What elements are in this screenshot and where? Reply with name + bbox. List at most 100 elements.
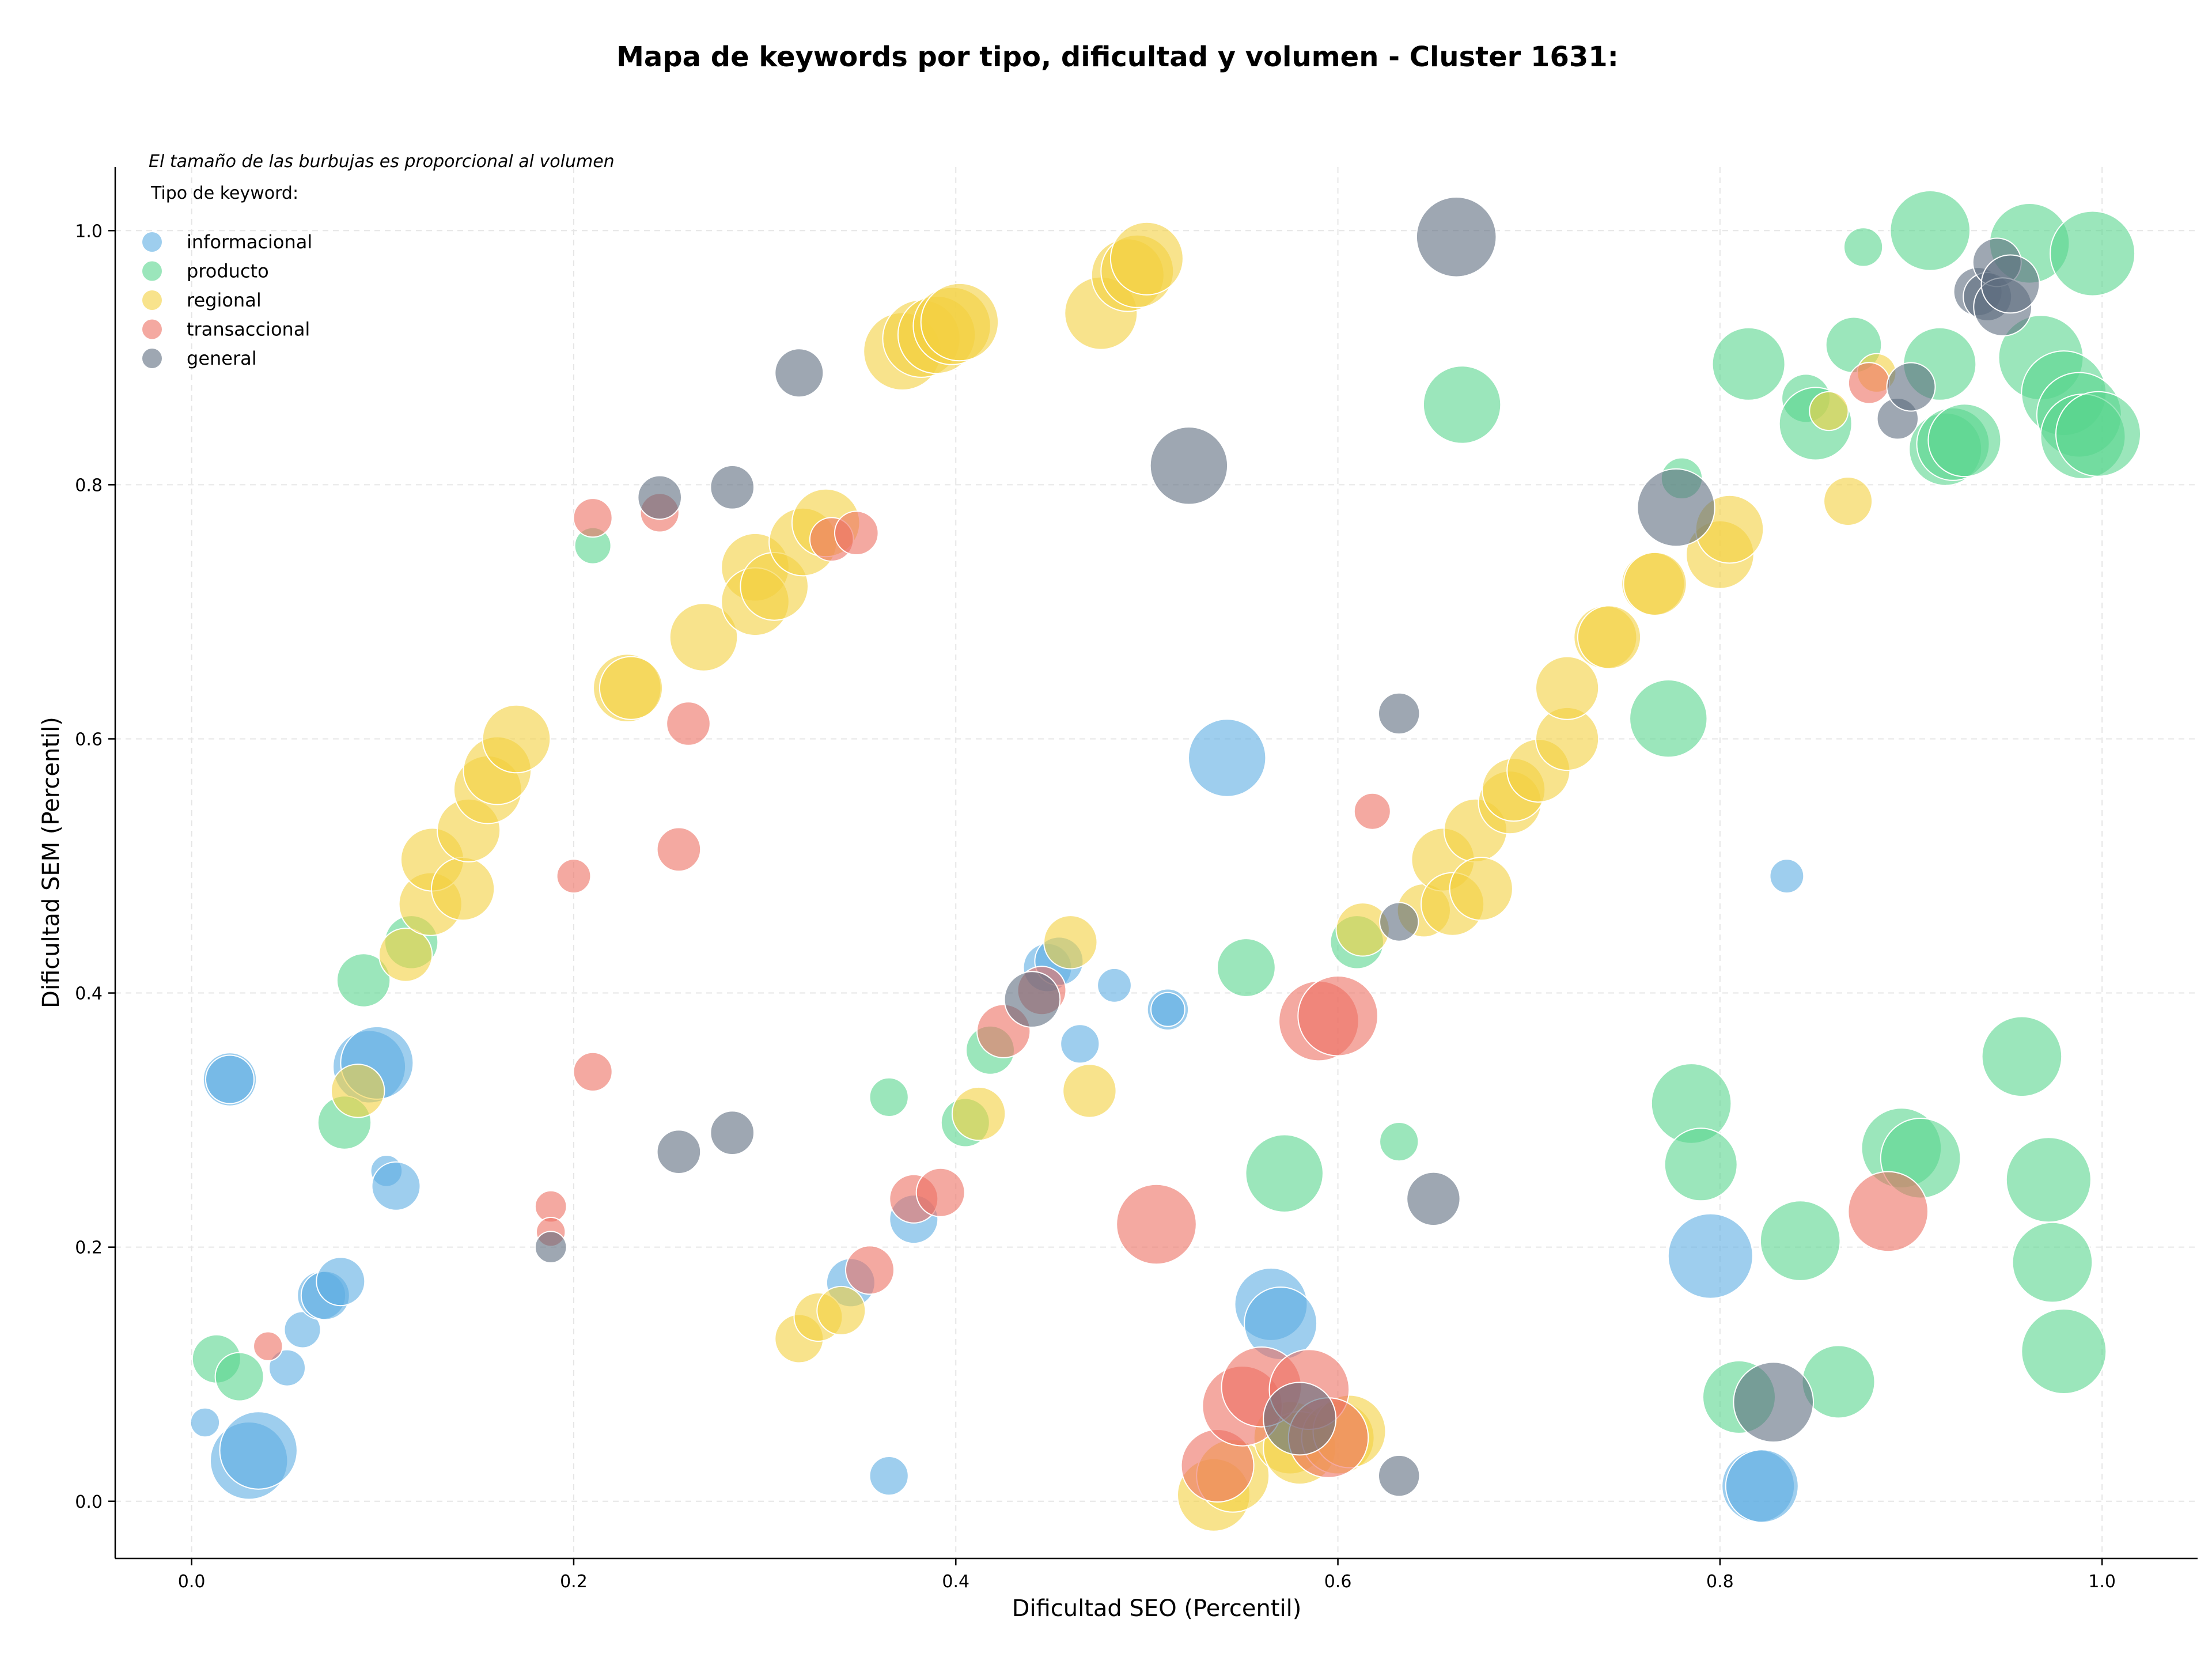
bubble-regional [1823,476,1873,526]
bubble-general [1406,1171,1461,1227]
bubble-transaccional [1297,975,1378,1057]
bubble-general [534,1231,567,1263]
bubble-general [1149,426,1229,505]
bubble-general [710,1110,755,1155]
x-axis-label: Dificultad SEO (Percentil) [1012,1595,1302,1622]
bubble-informacional [283,1311,321,1349]
bubble-transaccional [573,498,613,538]
bubble-transaccional [556,858,592,894]
ticks: 0.0 0.2 0.4 0.6 0.8 1.0 0.0 0.2 0.4 0.6 0.8 1.0 [75,221,2116,1592]
bubble-informacional [219,1411,298,1490]
bubble-informacional [190,1407,221,1438]
bubble-informacional [1097,967,1132,1003]
bubble-producto [2005,1137,2092,1223]
bubble-transaccional [834,510,879,556]
bubble-regional [1623,551,1687,616]
legend-label: regional [187,289,262,311]
chart-title: Mapa de keywords por tipo, dificultad y … [616,41,1619,73]
legend-marker [142,319,162,339]
x-tick-label: 0.6 [1324,1572,1352,1592]
bubble-regional [331,1064,385,1118]
bubble-general [1003,971,1061,1028]
bubble-regional [378,928,433,982]
bubble-regional [1449,857,1513,921]
bubble-transaccional [666,701,711,746]
bubble-producto [1629,679,1708,758]
bubble-informacional [869,1456,909,1496]
bubble-regional [1535,656,1600,720]
bubble-general [1378,1454,1421,1497]
bubble-size-note: El tamaño de las burbujas es proporciona… [149,152,615,172]
series-general [534,196,2040,1497]
bubble-regional [599,656,664,720]
bubble-regional [1109,221,1184,296]
bubble-general [710,465,755,510]
bubble-informacional [1150,992,1185,1027]
legend-marker [142,349,162,368]
x-tick-label: 1.0 [2088,1572,2116,1592]
series-informacional [190,718,1805,1523]
bubble-informacional [268,1349,306,1387]
bubble-regional [1809,391,1849,432]
y-tick-label: 0.2 [75,1238,103,1258]
bubble-general [1886,362,1936,412]
bubble-regional [1577,605,1642,669]
bubble-producto [214,1352,264,1402]
bubble-transaccional [915,1167,965,1217]
bubble-informacional [1725,1449,1799,1523]
x-tick-label: 0.8 [1706,1572,1734,1592]
bubbles [190,190,2141,1532]
bubble-regional [431,857,495,921]
legend-marker [142,261,162,281]
legend-item-general: general [142,347,257,369]
legend-item-informacional: informacional [142,231,312,253]
y-tick-label: 0.0 [75,1492,103,1512]
bubble-transaccional [1116,1183,1197,1265]
bubble-producto [1217,938,1276,997]
bubble-general [774,348,824,398]
bubble-informacional [1769,858,1805,894]
y-tick-label: 0.4 [75,984,103,1004]
bubble-producto [2021,1308,2107,1394]
axes [114,167,2198,1560]
x-tick-label: 0.4 [942,1572,969,1592]
legend-marker [142,232,162,252]
bubble-informacional [1060,1024,1100,1064]
legend-marker [142,290,162,310]
legend-item-producto: producto [142,260,269,282]
bubble-transaccional [656,827,702,872]
bubble-general [1379,902,1419,942]
legend-item-transaccional: transaccional [142,319,310,340]
bubble-transaccional [1353,792,1391,830]
bubble-producto [2012,1221,2093,1303]
bubble-producto [1981,1016,2063,1098]
y-axis-label: Dificultad SEM (Percentil) [38,717,65,1008]
legend-item-regional: regional [142,289,262,311]
bubble-informacional [205,1054,255,1104]
bubble-producto [1927,403,2002,478]
bubble-producto [1422,365,1502,444]
bubble-general [1378,692,1421,735]
bubble-informacional [1188,718,1267,797]
bubble-general [1733,1361,1814,1443]
legend-title: Tipo de keyword: [150,183,298,203]
bubble-general [1980,254,2040,314]
bubble-informacional [1667,1213,1753,1299]
bubble-producto [1843,227,1884,267]
x-tick-label: 0.0 [178,1572,206,1592]
bubble-transaccional [1847,362,1891,404]
bubble-producto [1759,1200,1841,1281]
y-tick-label: 0.6 [75,729,103,750]
bubble-regional [816,1285,866,1335]
bubble-producto [1245,1134,1324,1213]
y-tick-label: 0.8 [75,475,103,495]
bubble-producto [1379,1122,1419,1162]
bubble-regional [482,704,551,774]
bubble-regional [920,282,999,362]
x-tick-label: 0.2 [560,1572,588,1592]
bubble-producto [2050,210,2136,297]
bubble-producto [1889,190,1971,271]
series-transaccional [253,362,1929,1503]
bubble-general [1263,1382,1337,1456]
